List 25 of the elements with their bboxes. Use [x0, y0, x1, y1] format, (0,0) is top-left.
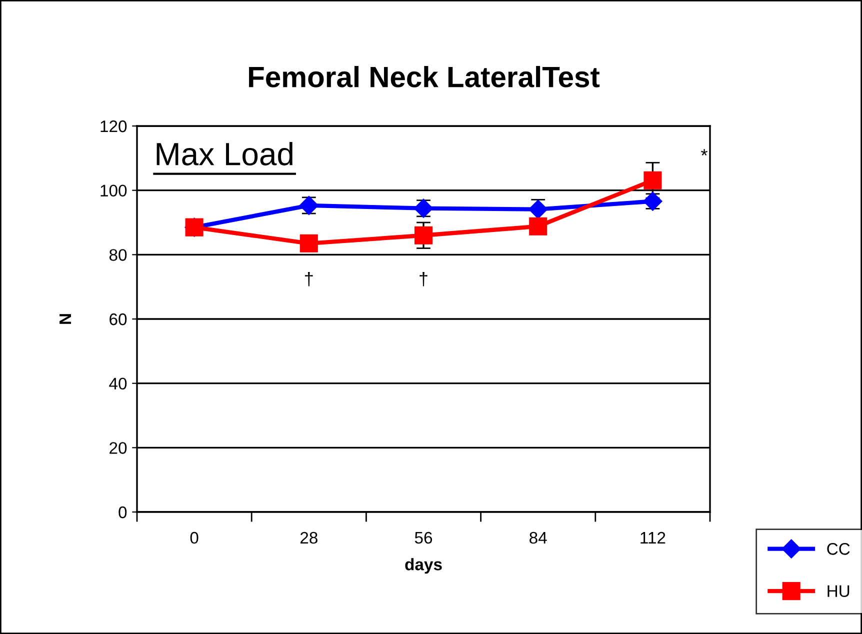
annotation: † — [420, 272, 428, 286]
point — [644, 171, 662, 190]
annotation: * — [701, 149, 708, 156]
legend-label: CC — [827, 543, 850, 555]
y-tick-label: 120 — [100, 120, 127, 132]
y-tick-label: 60 — [110, 313, 127, 326]
legend-label: HU — [828, 585, 850, 598]
x-axis-title: days — [405, 558, 442, 574]
annotation: Max Load — [156, 142, 292, 166]
annotation: † — [305, 272, 313, 286]
point — [529, 217, 548, 236]
x-tick-label: 112 — [640, 532, 666, 544]
point — [414, 226, 433, 244]
y-tick-label: 40 — [109, 378, 127, 390]
x-tick-label: 0 — [190, 532, 198, 544]
y-tick-label: 20 — [110, 442, 127, 454]
y-tick-label: 100 — [100, 184, 127, 197]
chart-title: Femoral Neck LateralTest — [249, 66, 600, 88]
y-tick-label: 80 — [109, 249, 127, 261]
y-tick-label: 0 — [118, 506, 127, 518]
x-tick-label: 84 — [530, 532, 547, 544]
x-tick-label: 56 — [414, 532, 432, 544]
y-axis-title: N — [60, 314, 72, 324]
point — [300, 234, 318, 252]
x-tick-label: 28 — [300, 532, 318, 544]
